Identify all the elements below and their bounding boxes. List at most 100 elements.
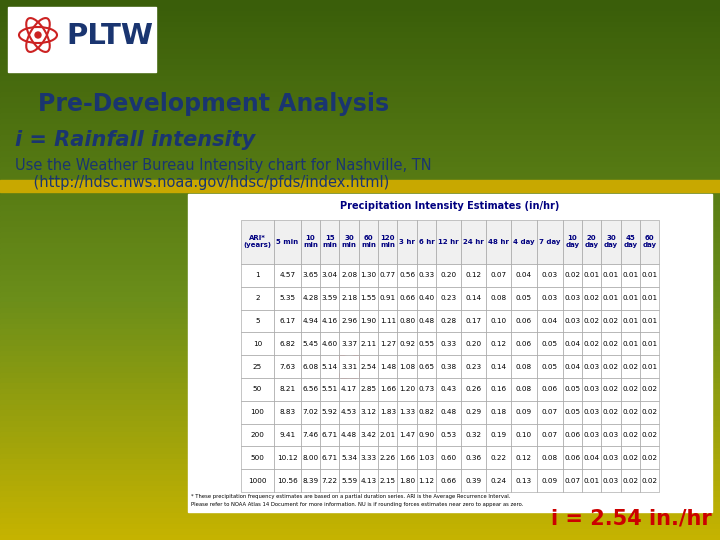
Bar [0, 448, 720, 454]
Bar [0, 373, 720, 378]
Bar [0, 184, 720, 189]
Bar [0, 43, 720, 49]
Bar [0, 416, 720, 421]
Text: Please refer to NOAA Atlas 14 Document for more information. NU is if rounding f: Please refer to NOAA Atlas 14 Document f… [191, 502, 523, 507]
Bar [0, 221, 720, 227]
Bar [0, 216, 720, 221]
Bar [0, 5, 720, 11]
Bar [0, 518, 720, 524]
Bar [188, 194, 712, 512]
Bar [0, 11, 720, 16]
Bar [0, 259, 720, 265]
Text: Precipitation Intensity Estimates (in/hr): Precipitation Intensity Estimates (in/hr… [341, 201, 559, 211]
Text: * These precipitation frequency estimates are based on a partial duration series: * These precipitation frequency estimate… [191, 494, 510, 499]
Bar [0, 389, 720, 394]
Bar [0, 497, 720, 502]
Bar [0, 346, 720, 351]
Bar [0, 508, 720, 513]
Bar [0, 351, 720, 356]
Bar [0, 383, 720, 389]
Bar [0, 157, 720, 162]
Bar [0, 86, 720, 92]
Bar [0, 481, 720, 486]
Bar [0, 119, 720, 124]
Text: PLTW: PLTW [66, 22, 153, 50]
Bar [0, 313, 720, 319]
Bar [0, 49, 720, 54]
Bar [0, 189, 720, 194]
Bar [8, 7, 156, 72]
Bar [0, 275, 720, 281]
Bar [0, 405, 720, 410]
Bar [0, 502, 720, 508]
Bar [0, 340, 720, 346]
Bar [0, 146, 720, 151]
Bar [0, 211, 720, 216]
Bar [0, 432, 720, 437]
Text: Pre-Development Analysis: Pre-Development Analysis [38, 92, 389, 116]
Text: (http://hdsc.nws.noaa.gov/hdsc/pfds/index.html): (http://hdsc.nws.noaa.gov/hdsc/pfds/inde… [15, 175, 390, 190]
Bar [0, 319, 720, 324]
Bar [0, 302, 720, 308]
Bar [0, 140, 720, 146]
Bar [0, 524, 720, 529]
Bar [0, 76, 720, 81]
Bar [0, 297, 720, 302]
Bar [0, 270, 720, 275]
Bar [0, 243, 720, 248]
Bar [0, 529, 720, 535]
Bar [0, 59, 720, 65]
Bar [0, 459, 720, 464]
Text: i = 2.54 in./hr: i = 2.54 in./hr [552, 508, 712, 528]
Circle shape [35, 32, 41, 38]
Bar [0, 130, 720, 135]
Bar [0, 151, 720, 157]
Bar [0, 324, 720, 329]
Bar [0, 108, 720, 113]
Bar [0, 356, 720, 362]
Bar [0, 486, 720, 491]
Bar [0, 200, 720, 205]
Bar [0, 443, 720, 448]
Text: i = Rainfall intensity: i = Rainfall intensity [15, 130, 256, 150]
Bar [0, 70, 720, 76]
Bar [0, 180, 720, 192]
Bar [0, 113, 720, 119]
Bar [0, 394, 720, 400]
Bar [0, 38, 720, 43]
Bar [0, 54, 720, 59]
Bar [0, 454, 720, 459]
Bar [0, 162, 720, 167]
Bar [0, 292, 720, 297]
Bar [0, 281, 720, 286]
Bar [0, 491, 720, 497]
Bar [0, 427, 720, 432]
Bar [0, 194, 720, 200]
Bar [0, 81, 720, 86]
Bar [0, 65, 720, 70]
Bar [0, 205, 720, 211]
Bar [0, 248, 720, 254]
Bar [0, 400, 720, 405]
Bar [0, 178, 720, 184]
Bar [0, 232, 720, 238]
Bar [0, 378, 720, 383]
Bar [0, 362, 720, 367]
Bar [0, 308, 720, 313]
Bar [0, 167, 720, 173]
Bar [0, 437, 720, 443]
Bar [0, 265, 720, 270]
Bar [0, 286, 720, 292]
Bar [0, 367, 720, 373]
Bar [0, 238, 720, 243]
Bar [0, 135, 720, 140]
Bar [0, 254, 720, 259]
Bar [0, 16, 720, 22]
Bar [0, 103, 720, 108]
Bar [0, 92, 720, 97]
Bar [0, 421, 720, 427]
Text: Use the Weather Bureau Intensity chart for Nashville, TN: Use the Weather Bureau Intensity chart f… [15, 158, 431, 173]
Bar [0, 0, 720, 5]
Bar [0, 27, 720, 32]
Bar [0, 470, 720, 475]
